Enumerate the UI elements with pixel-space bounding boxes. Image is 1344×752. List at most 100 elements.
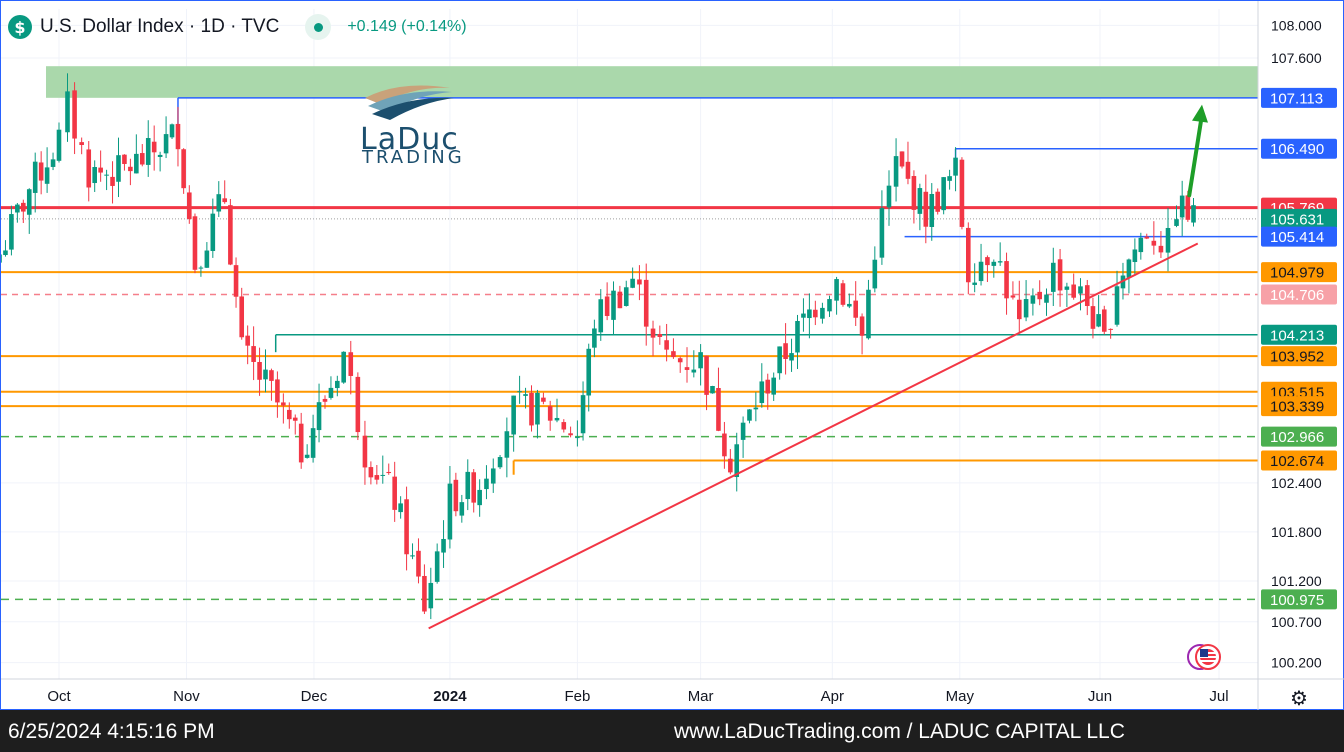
candle-body xyxy=(9,214,14,250)
candle-body xyxy=(911,176,917,210)
x-tick-label: Mar xyxy=(688,688,714,705)
candle-body xyxy=(650,328,656,338)
candle-body xyxy=(759,381,765,404)
candle-body xyxy=(917,188,923,214)
candle-body xyxy=(3,250,8,256)
price-label: 103.952 xyxy=(1270,349,1324,366)
candle-body xyxy=(416,550,421,577)
candle-body xyxy=(789,353,794,361)
candle-body xyxy=(410,555,415,557)
gear-icon[interactable]: ⚙ xyxy=(1290,688,1308,710)
y-tick-label: 102.400 xyxy=(1271,475,1322,491)
candle-body xyxy=(1016,299,1022,320)
candle-body xyxy=(1101,309,1107,332)
candle-body xyxy=(1114,286,1120,325)
candle-body xyxy=(935,191,941,212)
x-tick-label: Oct xyxy=(47,688,71,705)
x-tick-label: Nov xyxy=(173,688,200,705)
candle-body xyxy=(1126,259,1132,278)
price-label-bg xyxy=(1261,324,1337,345)
candle-body xyxy=(637,279,642,285)
price-label: 105.631 xyxy=(1270,211,1324,228)
y-tick-label: 101.800 xyxy=(1271,524,1322,540)
x-tick-label: 2024 xyxy=(433,688,467,705)
candle-body xyxy=(275,379,280,403)
candle-body xyxy=(872,259,878,289)
candle-body xyxy=(879,208,885,258)
candle-body xyxy=(98,167,103,173)
candle-body xyxy=(292,417,298,421)
candle-body xyxy=(380,474,386,476)
y-tick-label: 100.700 xyxy=(1271,614,1322,630)
candle-body xyxy=(704,355,709,395)
candle-body xyxy=(1044,294,1049,303)
candle-body xyxy=(753,407,759,410)
candle-body xyxy=(997,261,1003,263)
price-label: 103.339 xyxy=(1270,399,1324,416)
candle-body xyxy=(497,457,503,468)
candle-body xyxy=(834,279,839,301)
candle-body xyxy=(716,388,721,431)
candle-body xyxy=(447,483,453,540)
candle-body xyxy=(38,162,44,181)
candle-body xyxy=(535,392,540,425)
candle-body xyxy=(623,287,629,306)
price-label-bg xyxy=(1261,262,1337,283)
ascending-trendline xyxy=(428,242,1199,630)
candle-body xyxy=(1165,227,1171,253)
candle-body xyxy=(79,142,84,146)
candle-body xyxy=(1108,328,1113,330)
price-label: 102.674 xyxy=(1270,453,1324,470)
candle-body xyxy=(813,309,818,318)
candle-body xyxy=(44,167,50,184)
candle-body xyxy=(630,278,635,288)
candle-body xyxy=(664,340,669,350)
logo-subtitle: TRADING xyxy=(362,147,465,168)
y-tick-label: 100.200 xyxy=(1271,655,1322,671)
candle-body xyxy=(795,320,800,353)
candle-body xyxy=(783,343,788,359)
x-tick-label: Feb xyxy=(564,688,590,705)
candle-body xyxy=(1179,195,1185,218)
price-label: 104.979 xyxy=(1270,265,1324,282)
candle-body xyxy=(740,422,746,440)
candle-body xyxy=(316,402,322,431)
candle-body xyxy=(1078,286,1083,294)
candle-body xyxy=(671,351,676,358)
x-tick-label: Jun xyxy=(1088,688,1112,705)
price-chart[interactable]: 108.000 107.600 102.400 101.800 101.200 100.7… xyxy=(1,1,1344,711)
candle-body xyxy=(434,551,440,582)
candle-body xyxy=(122,154,127,164)
price-label-bg xyxy=(1261,450,1337,471)
chart-frame[interactable]: 108.000 107.600 102.400 101.800 101.200 100.7… xyxy=(0,0,1344,711)
candle-body xyxy=(643,279,649,327)
price-label: 104.706 xyxy=(1270,287,1324,304)
us-flag-icon[interactable] xyxy=(1186,643,1222,671)
candle-body xyxy=(1010,295,1016,298)
candle-body xyxy=(65,91,70,133)
logo-word: LaDuc xyxy=(360,122,459,157)
candle-body xyxy=(222,198,228,203)
candle-body xyxy=(947,176,952,181)
forecast-arrow-head xyxy=(1192,104,1209,123)
candle-body xyxy=(1084,285,1090,307)
x-tick-label: Apr xyxy=(821,688,844,705)
symbol-title[interactable]: U.S. Dollar Index · 1D · TVC xyxy=(40,16,280,37)
candle-body xyxy=(592,328,597,348)
candle-body xyxy=(959,159,965,227)
candle-body xyxy=(598,299,604,333)
candle-body xyxy=(1064,286,1070,290)
price-label-bg xyxy=(1261,589,1337,610)
candle-body xyxy=(1151,240,1157,246)
candle-body xyxy=(216,194,222,212)
candle-body xyxy=(1174,219,1179,226)
candle-body xyxy=(169,124,175,138)
candle-body xyxy=(163,134,169,154)
footer-site: www.LaDucTrading.com / LADUC CAPITAL LLC xyxy=(674,720,1125,743)
dollar-icon: $ xyxy=(8,15,32,39)
candle-body xyxy=(465,471,471,500)
resistance-zone xyxy=(46,66,1258,98)
candle-body xyxy=(328,387,334,398)
candle-body xyxy=(32,161,38,193)
candle-body xyxy=(471,472,477,503)
